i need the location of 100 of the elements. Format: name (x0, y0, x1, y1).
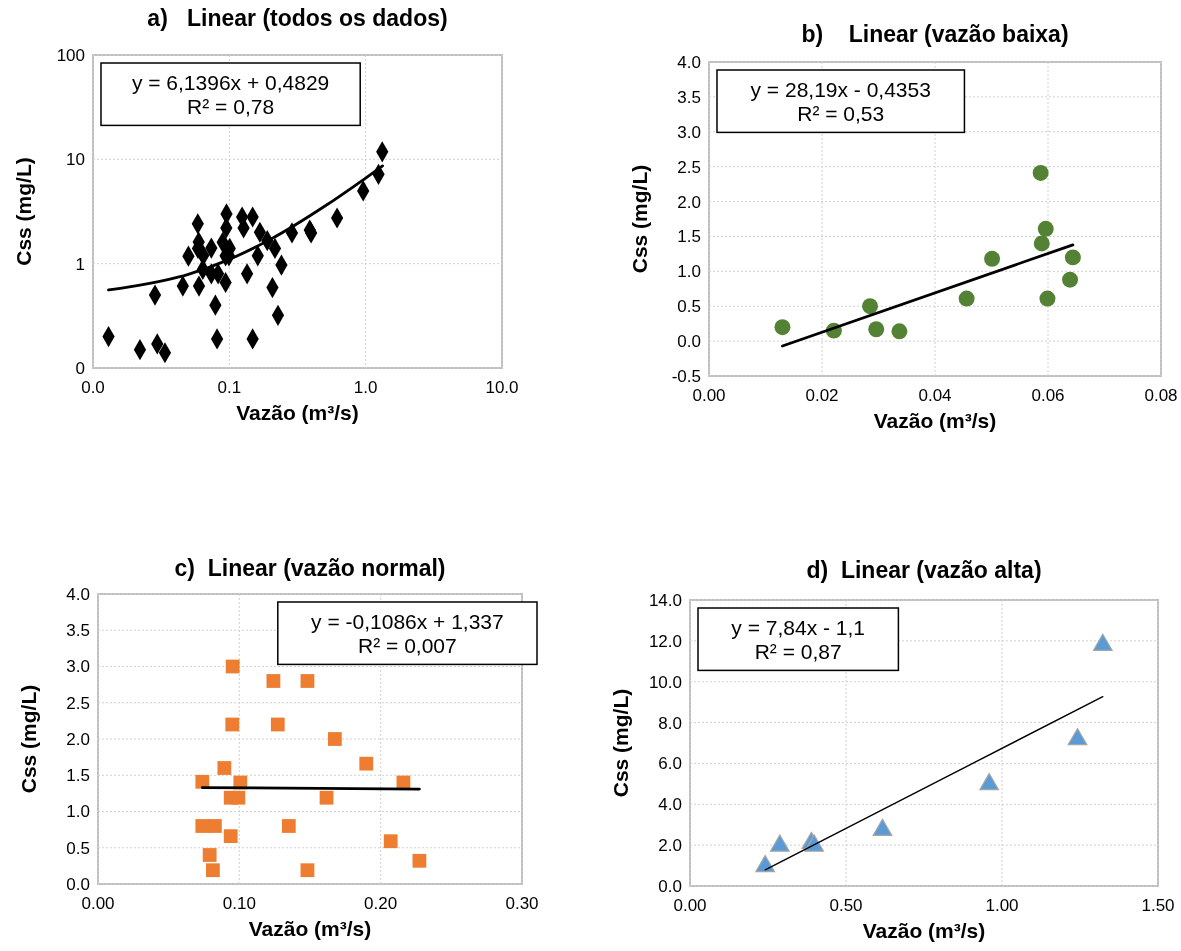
y-tick-label: 1 (75, 254, 85, 274)
point (383, 834, 398, 849)
y-tick-label: 0.0 (66, 874, 90, 894)
y-tick-label: 1.0 (66, 802, 90, 822)
point (223, 829, 238, 844)
y-axis-title: Css (mg/L) (609, 688, 632, 798)
point (1064, 249, 1081, 266)
y-tick-label: 0.5 (66, 838, 90, 858)
y-tick-label: 3.0 (677, 122, 701, 142)
y-tick-label: 1.5 (66, 766, 90, 786)
point (979, 772, 1000, 791)
y-tick-label: 12.0 (648, 631, 682, 651)
point (300, 674, 315, 688)
x-tick-label: 0.04 (918, 386, 952, 405)
y-tick-label: 4.0 (66, 584, 90, 604)
x-tick-label: 1.0 (353, 378, 378, 397)
point (207, 819, 222, 833)
y-tick-label: 2.0 (677, 192, 701, 212)
x-tick-label: 1.00 (985, 896, 1019, 915)
point (231, 790, 246, 805)
chart-title: c) Linear (vazão normal) (174, 555, 446, 581)
y-tick-label: 3.5 (677, 87, 701, 107)
y-tick-label: 2.0 (658, 836, 682, 856)
y-tick-label: 3.5 (66, 621, 90, 641)
x-tick-label: 0.30 (505, 894, 539, 913)
point (412, 853, 427, 868)
point (300, 863, 315, 878)
y-tick-label: 8.0 (658, 713, 682, 733)
x-axis-title: Vazão (m³/s) (248, 917, 372, 940)
point (774, 319, 791, 336)
annotation: y = 6,1396x + 0,4829 (131, 70, 330, 94)
y-tick-label: 0.0 (677, 332, 701, 352)
y-tick-label: 10.0 (648, 672, 682, 692)
x-tick-label: 0.00 (692, 386, 726, 405)
x-axis-title: Vazão (m³/s) (236, 401, 359, 424)
x-tick-label: 0.02 (805, 386, 839, 405)
x-tick-label: 0.08 (1144, 386, 1178, 405)
x-tick-label: 1.50 (1141, 896, 1175, 915)
y-tick-label: 4.0 (677, 52, 701, 72)
y-tick-label: 3.0 (66, 657, 90, 677)
annotation: y = 7,84x - 1,1 (731, 615, 866, 639)
annotation: R² = 0,53 (797, 101, 885, 125)
point (327, 732, 342, 746)
point (1032, 164, 1049, 181)
point (868, 321, 885, 338)
y-tick-label: 1.0 (677, 262, 701, 282)
point (1039, 290, 1056, 307)
x-tick-label: 10.0 (485, 378, 519, 397)
point (1033, 235, 1050, 252)
y-tick-label: 4.0 (658, 795, 682, 815)
y-axis-title: Css (mg/L) (17, 684, 40, 794)
x-tick-label: 0.00 (81, 894, 115, 913)
x-axis-title: Vazão (m³/s) (873, 409, 997, 432)
y-tick-label: 2.5 (66, 693, 90, 713)
point (359, 756, 374, 771)
y-tick-label: 6.0 (658, 754, 682, 774)
y-tick-label: 100 (56, 45, 85, 65)
x-axis-title: Vazão (m³/s) (862, 919, 986, 942)
chart-title: a) Linear (todos os dados) (147, 5, 448, 31)
x-tick-label: 0.20 (364, 894, 398, 913)
y-tick-label: 0.5 (677, 297, 701, 317)
y-tick-label: 2.0 (66, 729, 90, 749)
point (769, 834, 790, 852)
chart-title: b) Linear (vazão baixa) (801, 21, 1069, 47)
point (862, 298, 878, 315)
point (958, 290, 975, 307)
y-axis-title: Css (mg/L) (12, 157, 35, 266)
y-tick-label: 2.5 (677, 157, 701, 177)
annotation: R² = 0,78 (187, 94, 275, 118)
point (755, 854, 776, 873)
point (984, 250, 1001, 267)
point (872, 818, 893, 836)
x-tick-label: 0.00 (673, 896, 707, 915)
point (319, 790, 334, 805)
point (891, 323, 908, 340)
point (1092, 633, 1113, 651)
point (266, 674, 281, 688)
y-tick-label: -0.5 (671, 366, 701, 386)
point (281, 819, 296, 833)
point (1062, 271, 1079, 288)
point (217, 761, 232, 775)
x-tick-label: 0.1 (217, 378, 242, 397)
y-tick-label: 0.0 (658, 876, 682, 896)
y-tick-label: 14.0 (648, 590, 682, 610)
y-axis-title: Css (mg/L) (628, 164, 651, 274)
annotation: y = -0,1086x + 1,337 (311, 609, 504, 633)
point (202, 848, 217, 862)
y-tick-label: 0 (75, 358, 85, 378)
annotation: R² = 0,87 (754, 639, 842, 663)
point (225, 659, 240, 674)
point (1037, 220, 1054, 237)
point (270, 717, 285, 732)
annotation: y = 28,19x - 0,4353 (750, 77, 931, 101)
point (1067, 727, 1088, 746)
point (195, 819, 210, 833)
x-tick-label: 0.06 (1031, 386, 1065, 405)
x-tick-label: 0.50 (829, 896, 863, 915)
point (225, 717, 240, 732)
chart-title: d) Linear (vazão alta) (806, 557, 1042, 583)
point (206, 863, 220, 878)
